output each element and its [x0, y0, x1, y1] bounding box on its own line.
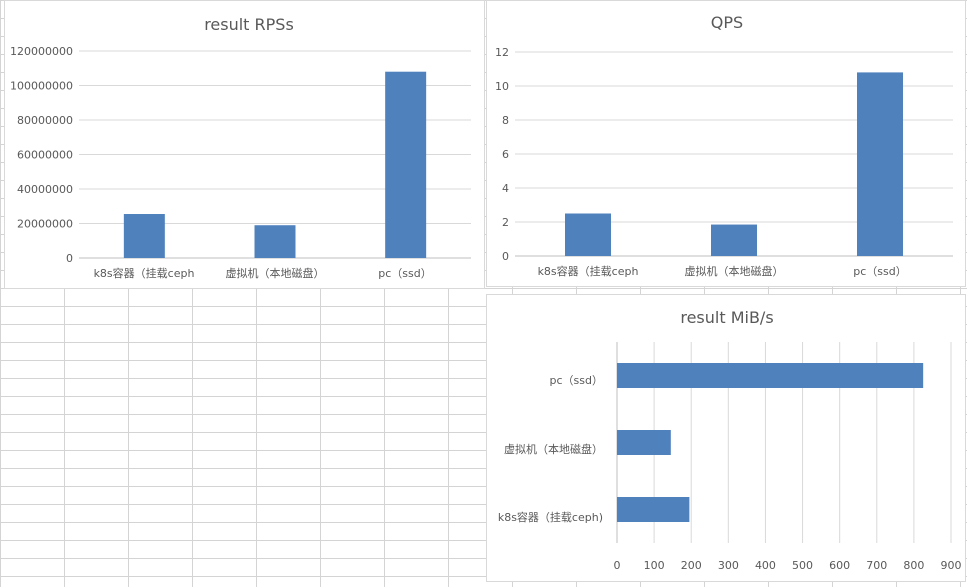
chart-rps[interactable]: result RPSs 0 20000000 40000000 60000000 800… — [4, 0, 485, 289]
chart-rps-title: result RPSs — [204, 15, 294, 34]
mib-x-tick-label: 300 — [718, 559, 739, 572]
chart-mib-category-label: pc（ssd） — [550, 374, 603, 387]
qps-y-tick-label: 12 — [495, 46, 509, 59]
rps-y-tick-label: 100000000 — [10, 80, 73, 93]
mib-x-tick-label: 100 — [644, 559, 665, 572]
chart-qps[interactable]: QPS 0 2 4 6 8 10 12 k8s容器（挂载ceph 虚拟机（本地磁盘） pc（… — [486, 0, 966, 287]
rps-y-tick-label: 40000000 — [17, 183, 73, 196]
mib-bar[interactable] — [617, 363, 924, 388]
qps-y-tick-label: 8 — [502, 114, 509, 127]
qps-bar[interactable] — [565, 213, 611, 257]
chart-rps-category-label: 虚拟机（本地磁盘） — [226, 266, 325, 280]
chart-mib-title: result MiB/s — [680, 308, 773, 327]
chart-mib[interactable]: result MiB/s 0 100 200 300 400 500 600 700 800 90… — [486, 294, 966, 582]
rps-y-tick-label: 0 — [66, 252, 73, 265]
rps-y-tick-label: 120000000 — [10, 45, 73, 58]
mib-bar[interactable] — [617, 497, 690, 522]
mib-x-tick-label: 600 — [829, 559, 850, 572]
mib-x-tick-label: 800 — [903, 559, 924, 572]
qps-y-tick-label: 0 — [502, 250, 509, 263]
mib-x-tick-label: 0 — [614, 559, 621, 572]
rps-bar[interactable] — [385, 71, 427, 258]
qps-bar[interactable] — [711, 224, 757, 256]
rps-y-tick-label: 60000000 — [17, 149, 73, 162]
chart-mib-category-label: 虚拟机（本地磁盘） — [504, 442, 603, 456]
rps-y-tick-label: 80000000 — [17, 114, 73, 127]
mib-x-tick-label: 200 — [681, 559, 702, 572]
qps-y-tick-label: 2 — [502, 216, 509, 229]
rps-bar[interactable] — [254, 225, 296, 258]
chart-qps-svg: QPS 0 2 4 6 8 10 12 k8s容器（挂载ceph 虚拟机（本地磁盘） pc（… — [495, 13, 953, 278]
qps-y-tick-label: 4 — [502, 182, 509, 195]
chart-qps-category-label: 虚拟机（本地磁盘） — [685, 264, 784, 278]
mib-x-tick-label: 500 — [792, 559, 813, 572]
chart-rps-category-label: pc（ssd） — [378, 267, 431, 280]
qps-bar[interactable] — [857, 72, 903, 257]
chart-qps-title: QPS — [711, 13, 743, 32]
chart-mib-svg: result MiB/s 0 100 200 300 400 500 600 700 800 90… — [498, 308, 962, 572]
mib-x-tick-label: 700 — [866, 559, 887, 572]
rps-bar[interactable] — [123, 214, 165, 258]
chart-mib-category-label: k8s容器（挂载ceph) — [498, 510, 603, 524]
qps-y-tick-label: 10 — [495, 80, 509, 93]
mib-bar[interactable] — [617, 430, 671, 455]
chart-qps-category-label: pc（ssd） — [853, 265, 906, 278]
chart-rps-category-label: k8s容器（挂载ceph — [94, 266, 195, 280]
qps-y-tick-label: 6 — [502, 148, 509, 161]
mib-x-tick-label: 400 — [755, 559, 776, 572]
chart-rps-svg: result RPSs 0 20000000 40000000 60000000 800… — [10, 15, 471, 280]
rps-y-tick-label: 20000000 — [17, 218, 73, 231]
chart-qps-category-label: k8s容器（挂载ceph — [538, 264, 639, 278]
mib-x-tick-label: 900 — [941, 559, 962, 572]
